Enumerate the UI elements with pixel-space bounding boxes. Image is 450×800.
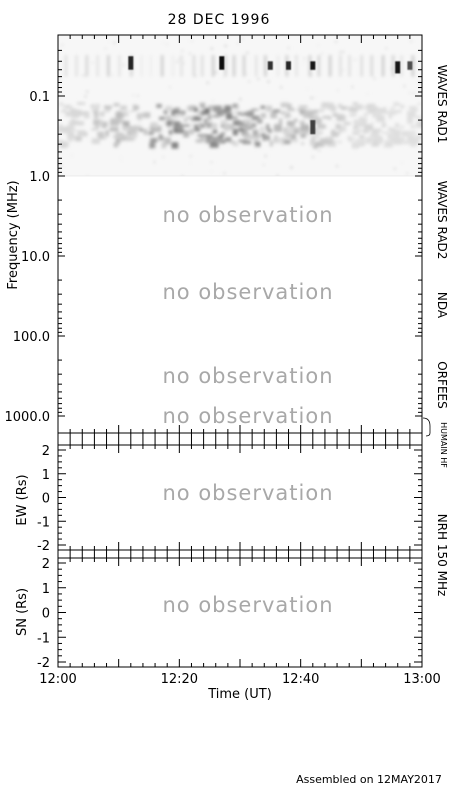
ew-sn-tick-label: 0: [42, 607, 50, 622]
instrument-label: HUMAIN HF: [439, 422, 448, 468]
burst-mark: [310, 61, 316, 70]
ew-sn-tick-label: 2: [42, 444, 50, 459]
burst-mark: [310, 120, 316, 135]
assembled-footer: Assembled on 12MAY2017: [296, 773, 442, 786]
band-no-observation: no observation: [162, 203, 333, 227]
sn-panel: 2 1 0 -1 -2 SN (Rs) no observation 12:00 12:2…: [15, 557, 441, 702]
ew-sn-tick-label: 2: [42, 557, 50, 572]
sn-axis-label: SN (Rs): [15, 588, 30, 636]
ew-tick-labels: 2 1 0 -1 -2: [37, 444, 50, 554]
ew-panel: 2 1 0 -1 -2 EW (Rs) no observation NRH 150 M…: [15, 444, 449, 596]
frequency-tick-labels: 0.1 1.0 10.0 100.0 1000.0: [5, 90, 51, 425]
time-tick-label: 12:40: [282, 672, 319, 687]
burst-mark: [267, 61, 273, 70]
burst-mark: [128, 56, 134, 70]
frequency-axis-label: Frequency (MHz): [6, 180, 21, 289]
ew-sn-tick-label: -2: [37, 656, 50, 671]
instrument-label: WAVES RAD2: [435, 181, 449, 260]
chart-title: 28 DEC 1996: [168, 12, 271, 28]
spectrogram-image: [58, 35, 422, 176]
ew-sn-tick-label: 1: [42, 582, 50, 597]
burst-mark: [286, 61, 291, 70]
humain-bracket: [422, 417, 431, 437]
burst-mark: [407, 61, 413, 70]
band-no-observation: no observation: [162, 364, 333, 388]
time-tick-label: 12:20: [161, 672, 198, 687]
time-axis-label: Time (UT): [207, 687, 272, 702]
burst-mark: [219, 56, 225, 70]
time-tick-label: 12:00: [39, 672, 76, 687]
band-no-observation: no observation: [162, 280, 333, 304]
ew-tick-marks: [57, 445, 423, 550]
sn-tick-labels: 2 1 0 -1 -2: [37, 557, 50, 671]
timeline-strip-top-ticks: [57, 433, 423, 445]
burst-mark: [395, 61, 401, 74]
spectrum-panel: 0.1 1.0 10.0 100.0 1000.0 Frequency (MHz) WA…: [5, 34, 449, 469]
sn-tick-marks: [57, 558, 423, 667]
instrument-labels: WAVES RAD1 WAVES RAD2 NDA ORFEES HUMAIN HF: [435, 65, 449, 469]
rad1-bursts: [128, 56, 413, 135]
ew-sn-tick-label: -1: [37, 631, 50, 646]
frequency-tick-label: 1000.0: [5, 410, 51, 425]
frequency-tick-label: 10.0: [21, 250, 50, 265]
spectrum-tick-marks: [57, 34, 423, 433]
band-no-observation: no observation: [162, 404, 333, 428]
sn-no-observation: no observation: [162, 593, 333, 617]
nrh-label: NRH 150 MHz: [435, 514, 449, 597]
ew-sn-tick-label: 1: [42, 468, 50, 483]
ew-sn-tick-label: -1: [37, 515, 50, 530]
ew-sn-tick-label: -2: [37, 539, 50, 554]
frequency-tick-label: 0.1: [29, 90, 50, 105]
instrument-label: ORFEES: [435, 361, 449, 408]
ew-sn-tick-label: 0: [42, 492, 50, 507]
instrument-label: NDA: [435, 292, 449, 319]
ew-no-observation: no observation: [162, 481, 333, 505]
frequency-tick-label: 100.0: [13, 330, 50, 345]
spectrum-no-observation-labels: no observation no observation no observati…: [162, 203, 333, 428]
frequency-tick-label: 1.0: [29, 170, 50, 185]
time-tick-labels: 12:00 12:20 12:40 13:00: [39, 672, 440, 687]
ew-axis-label: EW (Rs): [15, 474, 30, 525]
time-tick-label: 13:00: [403, 672, 440, 687]
timeline-strip-middle-ticks: [57, 550, 423, 558]
instrument-label: WAVES RAD1: [435, 65, 449, 144]
rad1-noise: [58, 35, 422, 176]
